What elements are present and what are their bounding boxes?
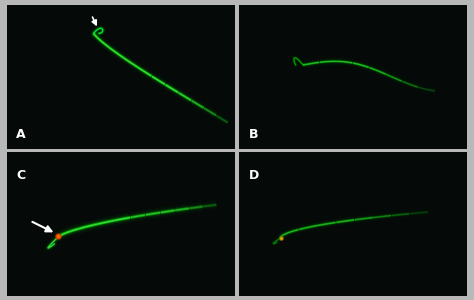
Text: D: D bbox=[248, 169, 259, 182]
Text: B: B bbox=[248, 128, 258, 141]
Text: A: A bbox=[16, 128, 26, 141]
Text: C: C bbox=[16, 169, 25, 182]
